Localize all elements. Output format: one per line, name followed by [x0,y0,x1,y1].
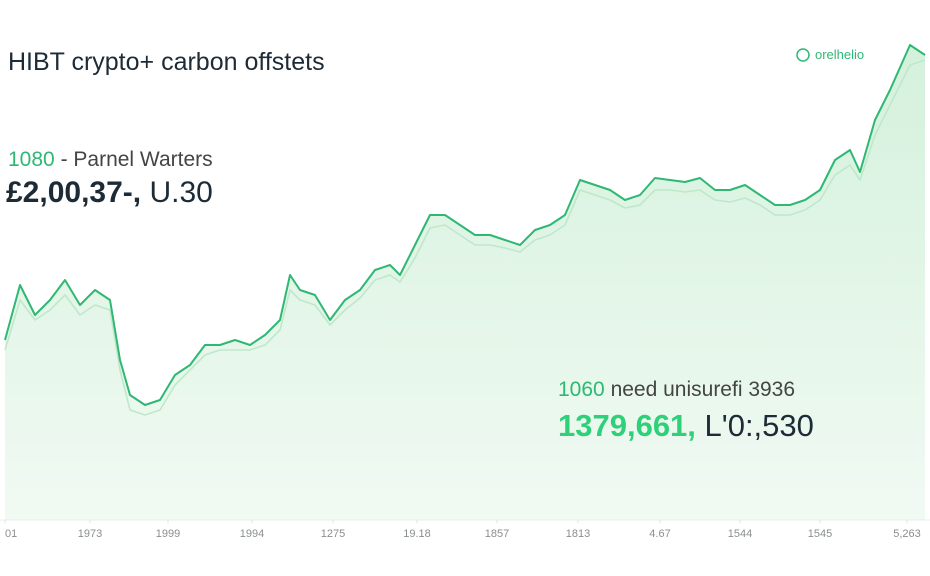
legend-icon [796,48,810,62]
x-tick-label: 1275 [321,528,345,540]
annotation: 1379,661, [558,408,696,443]
annotation: - Parnel Warters [60,148,213,171]
annotation: need unisurefi 3936 [610,378,796,401]
annotation: 1060 need unisurefi 3936 [558,378,795,402]
line [4,59,926,416]
legend-label: orelhelio [815,47,864,62]
annotation: £2,00,37-, U.30 [6,176,213,210]
annotation: 1379,661, L'0:,530 [558,408,814,444]
annotation: 1060 [558,378,605,401]
annotation: L'0:,530 [704,408,814,443]
x-tick-label: 5,263 [893,528,921,540]
x-tick-label: 4.67 [649,528,670,540]
x-tick-label: 19.18 [403,528,431,540]
x-tick-label: 1857 [485,528,509,540]
x-tick-label: 01 [5,528,17,540]
chart-title: HIBT crypto+ carbon offstets [8,48,325,76]
area [5,45,925,520]
line [4,44,926,406]
x-tick-label: 1973 [78,528,102,540]
x-tick-label: 1994 [240,528,264,540]
annotation: 1080 [8,148,55,171]
x-tick-label: 1544 [728,528,752,540]
x-tick-label: 1545 [808,528,832,540]
annotation: £2,00,37-, [6,176,142,209]
x-tick-label: 1813 [566,528,590,540]
annotation: 1080 - Parnel Warters [8,148,213,172]
x-tick-label: 1999 [156,528,180,540]
annotation: U.30 [149,176,213,209]
